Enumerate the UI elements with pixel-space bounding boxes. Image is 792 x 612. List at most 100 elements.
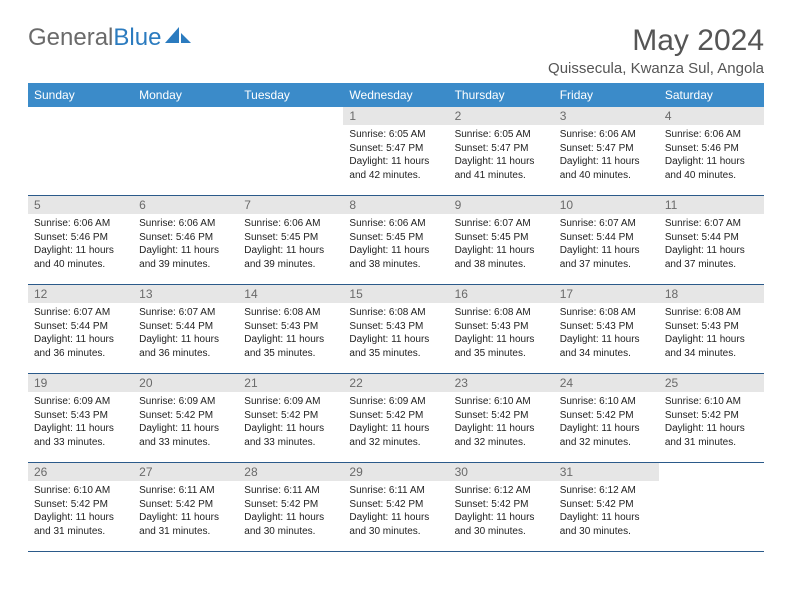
calendar-day-cell: 20Sunrise: 6:09 AMSunset: 5:42 PMDayligh… <box>133 374 238 463</box>
day-number: 26 <box>28 463 133 481</box>
calendar-day-cell: 17Sunrise: 6:08 AMSunset: 5:43 PMDayligh… <box>554 285 659 374</box>
day-details: Sunrise: 6:06 AMSunset: 5:46 PMDaylight:… <box>133 214 238 275</box>
day-number: 12 <box>28 285 133 303</box>
day-number: 3 <box>554 107 659 125</box>
day-number: 11 <box>659 196 764 214</box>
calendar-day-cell: 30Sunrise: 6:12 AMSunset: 5:42 PMDayligh… <box>449 463 554 552</box>
calendar-day-cell: 10Sunrise: 6:07 AMSunset: 5:44 PMDayligh… <box>554 196 659 285</box>
day-number: 27 <box>133 463 238 481</box>
day-number: 31 <box>554 463 659 481</box>
day-number: 6 <box>133 196 238 214</box>
calendar-day-cell: 6Sunrise: 6:06 AMSunset: 5:46 PMDaylight… <box>133 196 238 285</box>
day-details: Sunrise: 6:05 AMSunset: 5:47 PMDaylight:… <box>343 125 448 186</box>
calendar-table: Sunday Monday Tuesday Wednesday Thursday… <box>28 83 764 552</box>
day-number: 19 <box>28 374 133 392</box>
day-number: 14 <box>238 285 343 303</box>
day-details: Sunrise: 6:07 AMSunset: 5:44 PMDaylight:… <box>554 214 659 275</box>
day-details: Sunrise: 6:10 AMSunset: 5:42 PMDaylight:… <box>659 392 764 453</box>
logo-text-1: General <box>28 24 113 52</box>
calendar-day-cell: 31Sunrise: 6:12 AMSunset: 5:42 PMDayligh… <box>554 463 659 552</box>
day-number: 28 <box>238 463 343 481</box>
day-number: 16 <box>449 285 554 303</box>
calendar-day-cell: 11Sunrise: 6:07 AMSunset: 5:44 PMDayligh… <box>659 196 764 285</box>
calendar-day-cell: . <box>238 107 343 196</box>
day-number: 1 <box>343 107 448 125</box>
day-number: 15 <box>343 285 448 303</box>
weekday-header: Monday <box>133 83 238 107</box>
calendar-day-cell: 2Sunrise: 6:05 AMSunset: 5:47 PMDaylight… <box>449 107 554 196</box>
calendar-day-cell: 21Sunrise: 6:09 AMSunset: 5:42 PMDayligh… <box>238 374 343 463</box>
calendar-day-cell: 3Sunrise: 6:06 AMSunset: 5:47 PMDaylight… <box>554 107 659 196</box>
day-details: Sunrise: 6:06 AMSunset: 5:45 PMDaylight:… <box>238 214 343 275</box>
calendar-day-cell: . <box>133 107 238 196</box>
day-details: Sunrise: 6:11 AMSunset: 5:42 PMDaylight:… <box>133 481 238 542</box>
calendar-day-cell: 22Sunrise: 6:09 AMSunset: 5:42 PMDayligh… <box>343 374 448 463</box>
day-details: Sunrise: 6:11 AMSunset: 5:42 PMDaylight:… <box>343 481 448 542</box>
day-number: 29 <box>343 463 448 481</box>
day-number: 24 <box>554 374 659 392</box>
day-number: 2 <box>449 107 554 125</box>
calendar-week-row: 19Sunrise: 6:09 AMSunset: 5:43 PMDayligh… <box>28 374 764 463</box>
calendar-week-row: 26Sunrise: 6:10 AMSunset: 5:42 PMDayligh… <box>28 463 764 552</box>
day-number: 18 <box>659 285 764 303</box>
day-details: Sunrise: 6:10 AMSunset: 5:42 PMDaylight:… <box>28 481 133 542</box>
logo: GeneralBlue <box>28 24 191 52</box>
day-details: Sunrise: 6:09 AMSunset: 5:42 PMDaylight:… <box>343 392 448 453</box>
day-details: Sunrise: 6:06 AMSunset: 5:46 PMDaylight:… <box>659 125 764 186</box>
weekday-header-row: Sunday Monday Tuesday Wednesday Thursday… <box>28 83 764 107</box>
calendar-day-cell: 12Sunrise: 6:07 AMSunset: 5:44 PMDayligh… <box>28 285 133 374</box>
day-number: 9 <box>449 196 554 214</box>
day-number: 7 <box>238 196 343 214</box>
calendar-day-cell: . <box>28 107 133 196</box>
day-number: 23 <box>449 374 554 392</box>
day-details: Sunrise: 6:07 AMSunset: 5:44 PMDaylight:… <box>133 303 238 364</box>
day-number: 5 <box>28 196 133 214</box>
calendar-day-cell: 18Sunrise: 6:08 AMSunset: 5:43 PMDayligh… <box>659 285 764 374</box>
weekday-header: Thursday <box>449 83 554 107</box>
calendar-day-cell: 9Sunrise: 6:07 AMSunset: 5:45 PMDaylight… <box>449 196 554 285</box>
day-number: 21 <box>238 374 343 392</box>
day-number: 30 <box>449 463 554 481</box>
day-details: Sunrise: 6:10 AMSunset: 5:42 PMDaylight:… <box>554 392 659 453</box>
calendar-day-cell: 23Sunrise: 6:10 AMSunset: 5:42 PMDayligh… <box>449 374 554 463</box>
calendar-day-cell: . <box>659 463 764 552</box>
weekday-header: Saturday <box>659 83 764 107</box>
calendar-week-row: 5Sunrise: 6:06 AMSunset: 5:46 PMDaylight… <box>28 196 764 285</box>
calendar-day-cell: 28Sunrise: 6:11 AMSunset: 5:42 PMDayligh… <box>238 463 343 552</box>
day-number: 25 <box>659 374 764 392</box>
calendar-day-cell: 5Sunrise: 6:06 AMSunset: 5:46 PMDaylight… <box>28 196 133 285</box>
day-details: Sunrise: 6:07 AMSunset: 5:44 PMDaylight:… <box>28 303 133 364</box>
day-details: Sunrise: 6:08 AMSunset: 5:43 PMDaylight:… <box>449 303 554 364</box>
calendar-day-cell: 27Sunrise: 6:11 AMSunset: 5:42 PMDayligh… <box>133 463 238 552</box>
calendar-day-cell: 1Sunrise: 6:05 AMSunset: 5:47 PMDaylight… <box>343 107 448 196</box>
day-details: Sunrise: 6:07 AMSunset: 5:45 PMDaylight:… <box>449 214 554 275</box>
day-details: Sunrise: 6:09 AMSunset: 5:42 PMDaylight:… <box>133 392 238 453</box>
calendar-day-cell: 16Sunrise: 6:08 AMSunset: 5:43 PMDayligh… <box>449 285 554 374</box>
day-details: Sunrise: 6:12 AMSunset: 5:42 PMDaylight:… <box>554 481 659 542</box>
day-number: 13 <box>133 285 238 303</box>
calendar-day-cell: 13Sunrise: 6:07 AMSunset: 5:44 PMDayligh… <box>133 285 238 374</box>
day-details: Sunrise: 6:10 AMSunset: 5:42 PMDaylight:… <box>449 392 554 453</box>
calendar-day-cell: 15Sunrise: 6:08 AMSunset: 5:43 PMDayligh… <box>343 285 448 374</box>
day-details: Sunrise: 6:12 AMSunset: 5:42 PMDaylight:… <box>449 481 554 542</box>
header: GeneralBlue May 2024 Quissecula, Kwanza … <box>28 24 764 77</box>
day-details: Sunrise: 6:05 AMSunset: 5:47 PMDaylight:… <box>449 125 554 186</box>
day-details: Sunrise: 6:08 AMSunset: 5:43 PMDaylight:… <box>238 303 343 364</box>
calendar-day-cell: 24Sunrise: 6:10 AMSunset: 5:42 PMDayligh… <box>554 374 659 463</box>
calendar-day-cell: 25Sunrise: 6:10 AMSunset: 5:42 PMDayligh… <box>659 374 764 463</box>
day-details: Sunrise: 6:07 AMSunset: 5:44 PMDaylight:… <box>659 214 764 275</box>
day-details: Sunrise: 6:11 AMSunset: 5:42 PMDaylight:… <box>238 481 343 542</box>
calendar-day-cell: 4Sunrise: 6:06 AMSunset: 5:46 PMDaylight… <box>659 107 764 196</box>
weekday-header: Tuesday <box>238 83 343 107</box>
day-details: Sunrise: 6:08 AMSunset: 5:43 PMDaylight:… <box>343 303 448 364</box>
day-details: Sunrise: 6:06 AMSunset: 5:45 PMDaylight:… <box>343 214 448 275</box>
calendar-day-cell: 26Sunrise: 6:10 AMSunset: 5:42 PMDayligh… <box>28 463 133 552</box>
day-number: 20 <box>133 374 238 392</box>
day-details: Sunrise: 6:06 AMSunset: 5:47 PMDaylight:… <box>554 125 659 186</box>
calendar-week-row: . . . 1Sunrise: 6:05 AMSunset: 5:47 PMDa… <box>28 107 764 196</box>
month-title: May 2024 <box>548 24 764 58</box>
day-number: 4 <box>659 107 764 125</box>
day-details: Sunrise: 6:08 AMSunset: 5:43 PMDaylight:… <box>659 303 764 364</box>
calendar-day-cell: 19Sunrise: 6:09 AMSunset: 5:43 PMDayligh… <box>28 374 133 463</box>
day-number: 22 <box>343 374 448 392</box>
